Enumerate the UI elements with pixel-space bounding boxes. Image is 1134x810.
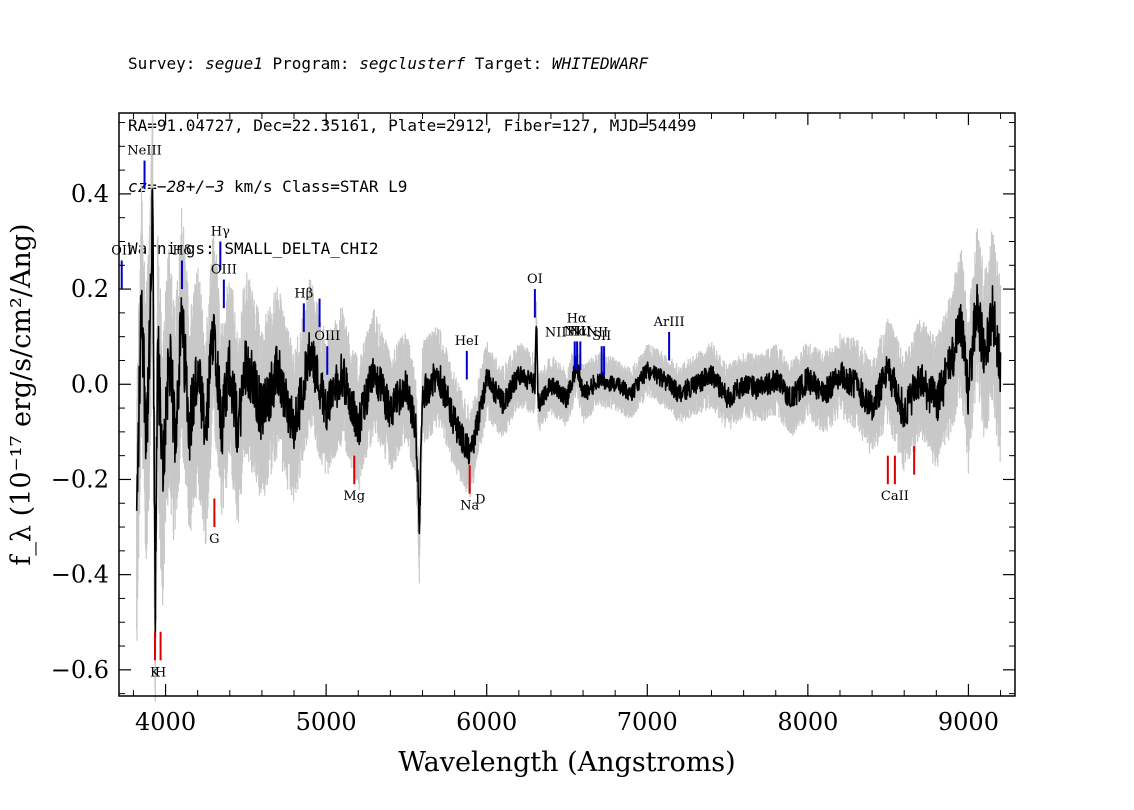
emission-line-label: Hδ <box>172 244 191 259</box>
emission-line-label: Hβ <box>294 286 313 301</box>
line-extra-label: D <box>475 492 485 507</box>
x-tick-label: 4000 <box>135 708 196 736</box>
emission-line-label: OIII <box>314 329 340 344</box>
header-line-coordinates: RA=91.04727, Dec=22.35161, Plate=2912, F… <box>128 115 697 135</box>
y-tick-label: 0.2 <box>71 275 109 303</box>
emission-line-label: OIII <box>211 263 237 278</box>
emission-line-label: OII <box>111 244 132 259</box>
emission-line-label: NII <box>569 324 591 339</box>
emission-line-label: NII <box>564 324 586 339</box>
x-tick-label: 5000 <box>296 708 357 736</box>
y-axis-title: f_λ (10⁻¹⁷ erg/s/cm²/Ang) <box>6 223 37 565</box>
emission-line-label: Hα <box>567 324 587 339</box>
flux-path <box>135 188 1002 638</box>
emission-line-label: HeI <box>455 334 479 349</box>
y-tick-label: −0.2 <box>51 465 109 493</box>
header-line-redshift: cz=−28+/−3 km/s Class=STAR L9 <box>128 177 408 196</box>
absorption-line-label: Na <box>460 499 479 514</box>
absorption-line-label: G <box>209 532 219 547</box>
y-tick-label: 0.0 <box>71 370 109 398</box>
y-tick-label: −0.6 <box>51 656 109 684</box>
y-tick-label: −0.4 <box>51 561 109 589</box>
header-line-survey: Survey: segue1 Program: segclusterf Targ… <box>128 54 649 73</box>
spectrum-header: Survey: segue1 Program: segclusterf Targ… <box>128 13 696 280</box>
absorption-line-label: Mg <box>343 489 365 504</box>
line-extra-label: NII <box>545 326 567 341</box>
emission-line-label: NeIII <box>127 144 161 159</box>
x-axis-title: Wavelength (Angstroms) <box>398 747 735 778</box>
plot-frame <box>118 112 1016 697</box>
x-tick-label: 8000 <box>777 708 838 736</box>
axis-ticks: 4000 5000 6000 7000 8000 9000 −0.6 −0.4 −0.2 0.0 0… <box>51 113 1015 736</box>
emission-line-label: SII <box>592 329 611 344</box>
x-tick-label: 7000 <box>617 708 678 736</box>
absorption-line-label: CaII <box>881 489 909 504</box>
x-tick-label: 9000 <box>938 708 999 736</box>
line-extra-label: Hα <box>567 311 587 326</box>
x-tick-label: 6000 <box>456 708 517 736</box>
y-tick-label: 0.4 <box>71 180 109 208</box>
absorption-line-label: K <box>150 665 160 680</box>
absorption-line-label: H <box>155 665 166 680</box>
emission-line-label: ArIII <box>653 315 685 330</box>
emission-line-label: Hγ <box>211 224 230 239</box>
flux-series <box>135 188 1002 638</box>
line-extra-label: NII <box>587 326 609 341</box>
emission-line-label: OI <box>527 272 543 287</box>
